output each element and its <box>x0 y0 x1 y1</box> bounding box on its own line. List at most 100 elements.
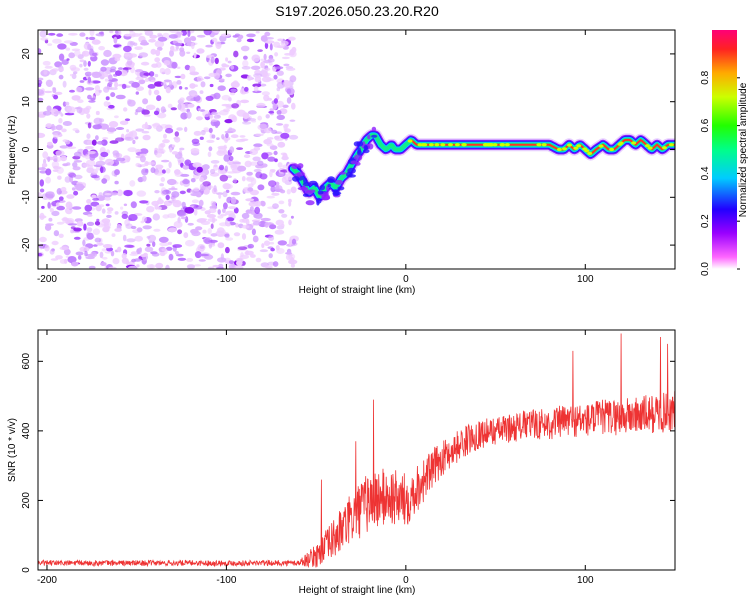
colorbar-tick-label: 0.4 <box>700 166 711 180</box>
noise-speckle <box>108 74 113 81</box>
noise-speckle <box>168 253 174 261</box>
noise-speckle <box>252 156 261 162</box>
noise-speckle <box>236 38 242 43</box>
noise-speckle <box>157 36 168 42</box>
noise-speckle <box>82 239 86 247</box>
noise-speckle <box>85 256 95 260</box>
noise-speckle <box>236 260 243 266</box>
noise-speckle <box>170 45 175 52</box>
noise-speckle <box>272 203 279 210</box>
noise-speckle <box>197 108 201 111</box>
noise-speckle <box>100 151 109 158</box>
noise-speckle <box>44 65 53 69</box>
noise-speckle <box>241 66 251 70</box>
noise-speckle <box>207 151 212 158</box>
noise-speckle <box>126 58 133 66</box>
noise-speckle <box>239 99 250 104</box>
noise-speckle <box>230 65 235 70</box>
noise-speckle <box>130 130 138 138</box>
noise-speckle <box>123 203 128 207</box>
spectrogram-y-ticks: -20 -10 0 10 20 <box>21 48 675 252</box>
noise-speckle <box>210 233 218 237</box>
noise-speckle <box>182 164 190 170</box>
noise-speckle <box>110 250 115 257</box>
x-tick-label: -100 <box>216 274 236 285</box>
noise-speckle <box>274 52 279 57</box>
noise-speckle <box>57 43 67 50</box>
noise-speckle <box>51 240 59 246</box>
noise-speckle <box>190 148 200 154</box>
noise-speckle <box>240 252 244 258</box>
ridge-highlight <box>454 143 460 147</box>
noise-speckle <box>239 135 246 138</box>
noise-speckle <box>58 118 63 124</box>
noise-speckle <box>132 139 136 145</box>
noise-speckle <box>286 67 296 71</box>
spectrogram-x-ticks: -200 -100 0 100 <box>37 30 594 285</box>
noise-speckle <box>64 101 70 106</box>
noise-speckle <box>228 206 237 210</box>
noise-speckle <box>104 251 112 254</box>
ridge-highlight <box>420 143 426 147</box>
noise-speckle <box>44 244 50 252</box>
noise-speckle <box>251 120 257 123</box>
noise-speckle <box>140 61 150 66</box>
noise-speckle <box>288 238 292 246</box>
noise-speckle <box>63 248 71 256</box>
noise-speckle <box>217 242 225 249</box>
ridge-blob <box>350 160 358 165</box>
noise-speckle <box>205 44 213 48</box>
noise-speckle <box>149 264 154 269</box>
noise-speckle <box>69 64 77 71</box>
noise-speckle <box>88 100 96 103</box>
noise-speckle <box>143 72 151 76</box>
noise-speckle <box>52 38 62 44</box>
noise-speckle <box>136 227 143 233</box>
noise-speckle <box>223 154 230 162</box>
noise-speckle <box>160 177 165 182</box>
colorbar: 0.0 0.2 0.4 0.6 0.8 Normalized spectral ampl… <box>700 30 749 276</box>
noise-speckle <box>60 113 64 117</box>
noise-speckle <box>195 192 202 198</box>
ridge-highlight <box>576 144 582 148</box>
ridge-blob <box>367 143 374 150</box>
noise-speckle <box>66 106 76 114</box>
noise-speckle <box>163 79 171 83</box>
ridge-highlight <box>440 143 446 147</box>
noise-speckle <box>224 119 233 124</box>
noise-speckle <box>207 266 215 269</box>
noise-speckle <box>91 39 101 45</box>
noise-speckle <box>76 220 84 227</box>
noise-speckle <box>267 156 276 162</box>
noise-speckle <box>240 138 249 142</box>
noise-speckle <box>156 198 164 205</box>
ridge-highlight <box>644 144 650 148</box>
noise-speckle <box>82 51 86 57</box>
noise-speckle <box>101 178 108 184</box>
ridge-blob <box>317 190 324 195</box>
noise-speckle <box>139 200 149 204</box>
noise-speckle <box>241 224 250 229</box>
noise-speckle <box>186 264 196 269</box>
noise-speckle <box>275 245 280 251</box>
ridge-blob <box>339 171 346 175</box>
noise-speckle <box>114 180 119 185</box>
noise-speckle <box>205 95 214 101</box>
noise-speckle <box>104 158 114 166</box>
noise-speckle <box>84 250 88 257</box>
noise-speckle <box>271 129 278 134</box>
noise-speckle <box>152 241 156 248</box>
spectrogram-ridge <box>286 126 675 206</box>
noise-speckle <box>39 188 45 193</box>
noise-speckle <box>264 67 271 71</box>
noise-speckle <box>186 257 194 262</box>
noise-speckle <box>56 33 64 37</box>
noise-speckle <box>206 139 215 143</box>
noise-speckle <box>210 223 214 229</box>
noise-speckle <box>286 88 292 94</box>
noise-speckle <box>127 147 137 153</box>
ridge-highlight <box>617 142 623 146</box>
noise-speckle <box>108 79 115 83</box>
noise-speckle <box>148 38 156 43</box>
noise-speckle <box>167 103 173 109</box>
